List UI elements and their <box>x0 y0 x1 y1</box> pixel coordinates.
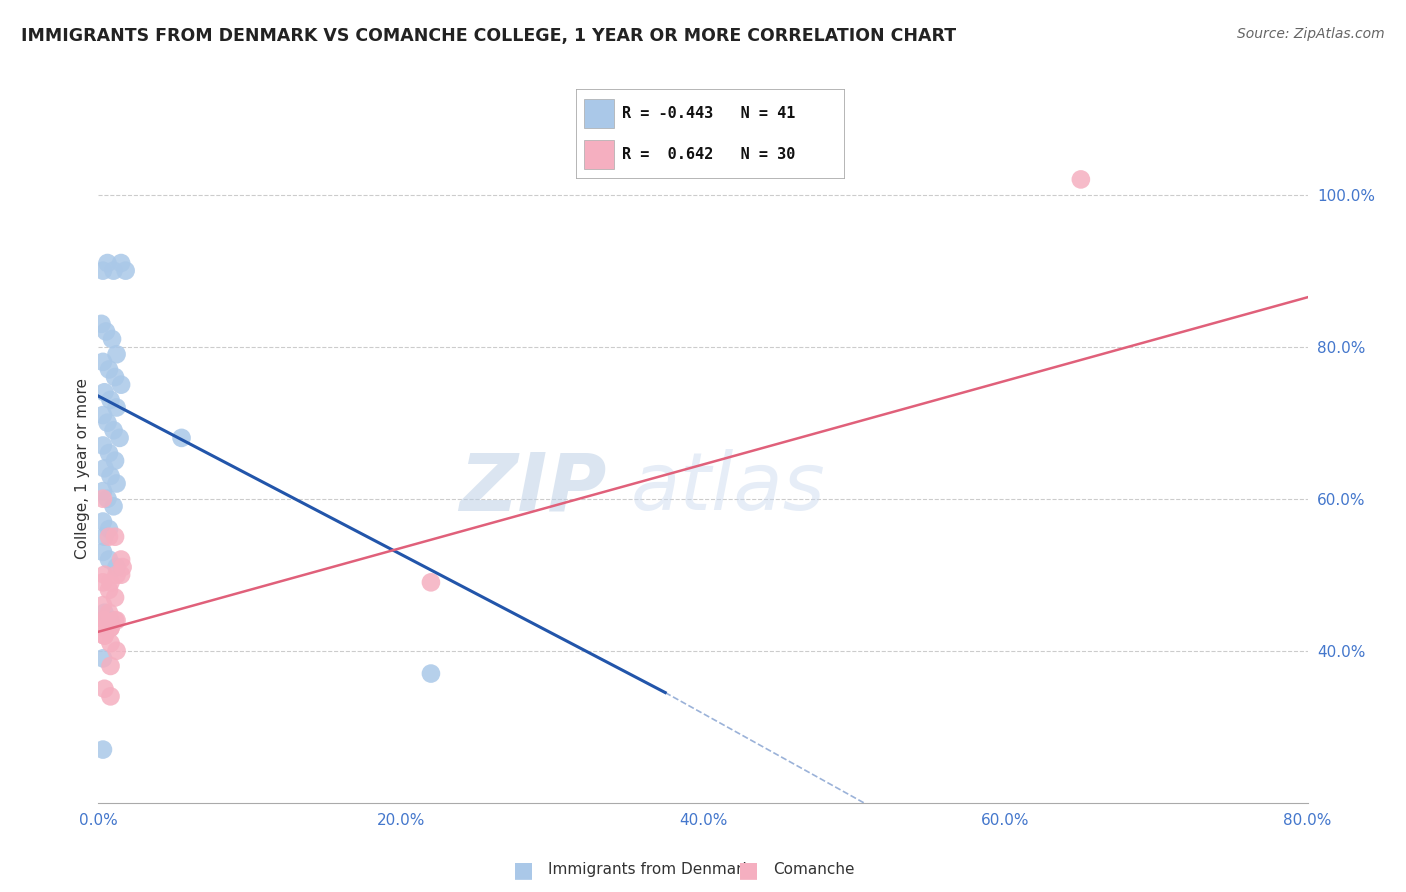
Point <box>104 613 127 627</box>
Point <box>110 567 132 582</box>
Point <box>420 666 443 681</box>
Point <box>110 552 132 566</box>
Point <box>101 332 124 346</box>
Point <box>93 613 115 627</box>
Y-axis label: College, 1 year or more: College, 1 year or more <box>75 378 90 558</box>
Point <box>90 317 112 331</box>
Point <box>103 423 125 437</box>
FancyBboxPatch shape <box>585 140 614 169</box>
Point <box>93 681 115 696</box>
Point <box>98 582 121 597</box>
Point <box>98 530 121 544</box>
Point <box>91 484 114 499</box>
Point <box>91 651 114 665</box>
Point <box>93 530 115 544</box>
Point <box>93 385 115 400</box>
Point <box>93 629 115 643</box>
Text: ■: ■ <box>513 860 534 880</box>
Point <box>105 613 128 627</box>
Text: Immigrants from Denmark: Immigrants from Denmark <box>548 863 752 877</box>
Point <box>100 621 122 635</box>
Point <box>114 263 136 277</box>
Point <box>105 567 128 582</box>
Text: atlas: atlas <box>630 450 825 527</box>
Point <box>110 256 132 270</box>
Point <box>96 416 118 430</box>
Point <box>98 446 121 460</box>
Point <box>100 613 122 627</box>
Text: Comanche: Comanche <box>773 863 855 877</box>
Point <box>93 613 115 627</box>
Text: IMMIGRANTS FROM DENMARK VS COMANCHE COLLEGE, 1 YEAR OR MORE CORRELATION CHART: IMMIGRANTS FROM DENMARK VS COMANCHE COLL… <box>21 27 956 45</box>
Point <box>91 742 114 756</box>
Point <box>104 370 127 384</box>
Point <box>91 491 114 506</box>
Point <box>104 591 127 605</box>
Point <box>91 438 114 452</box>
Point <box>105 644 128 658</box>
Point <box>1070 172 1092 186</box>
Text: ZIP: ZIP <box>458 450 606 527</box>
Point <box>93 621 115 635</box>
Point <box>91 263 114 277</box>
Point <box>98 552 121 566</box>
Point <box>91 598 114 612</box>
Point <box>91 515 114 529</box>
Point <box>105 401 128 415</box>
Point <box>91 408 114 422</box>
Point <box>100 690 122 704</box>
FancyBboxPatch shape <box>585 99 614 128</box>
Point <box>98 606 121 620</box>
Point <box>96 491 118 506</box>
Point <box>98 522 121 536</box>
Point <box>98 362 121 376</box>
Point <box>96 256 118 270</box>
Text: R =  0.642   N = 30: R = 0.642 N = 30 <box>621 147 796 161</box>
Point <box>93 567 115 582</box>
Point <box>105 560 128 574</box>
Point <box>105 476 128 491</box>
Point <box>94 325 117 339</box>
Point <box>93 629 115 643</box>
Point <box>91 545 114 559</box>
Point <box>100 621 122 635</box>
Point <box>100 392 122 407</box>
Point <box>100 659 122 673</box>
Point <box>110 377 132 392</box>
Point <box>93 461 115 475</box>
Text: Source: ZipAtlas.com: Source: ZipAtlas.com <box>1237 27 1385 41</box>
Point <box>100 469 122 483</box>
Text: ■: ■ <box>738 860 759 880</box>
Text: R = -0.443   N = 41: R = -0.443 N = 41 <box>621 106 796 120</box>
Point <box>91 575 114 590</box>
Point <box>104 453 127 467</box>
Point <box>104 530 127 544</box>
Point <box>103 263 125 277</box>
Point <box>100 575 122 590</box>
Point <box>100 636 122 650</box>
Point <box>93 606 115 620</box>
Point <box>420 575 443 590</box>
Point <box>108 431 131 445</box>
Point <box>170 431 193 445</box>
Point <box>111 560 134 574</box>
Point <box>103 500 125 514</box>
Point <box>105 347 128 361</box>
Point <box>91 355 114 369</box>
